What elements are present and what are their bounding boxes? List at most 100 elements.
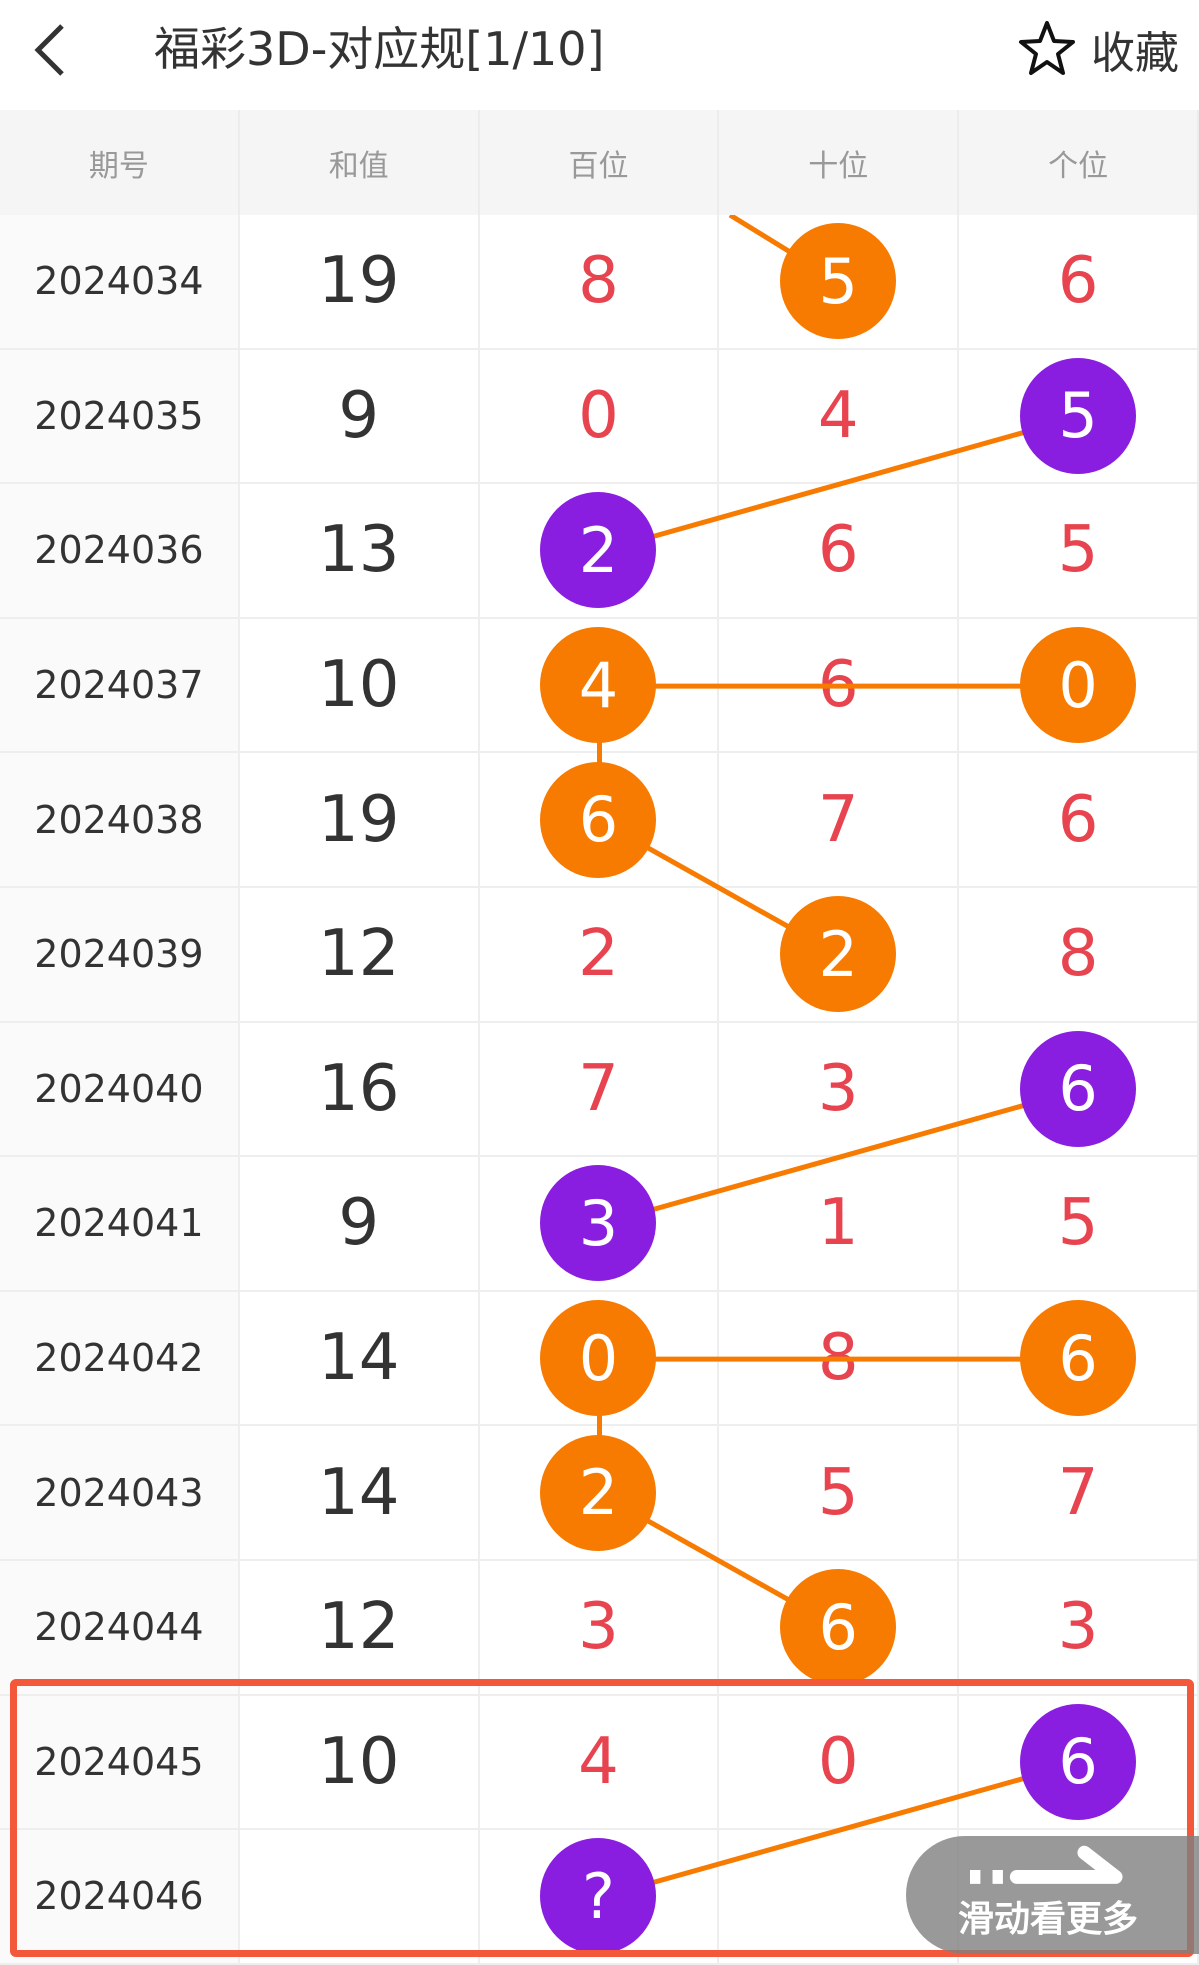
table-row: 2024036 13 2 6 5 [0, 484, 1199, 619]
table-row: 2024044 12 3 6 3 [0, 1560, 1199, 1696]
digit-cell: 5 [959, 1157, 1199, 1290]
digit-cell: 7 [719, 753, 960, 886]
sum-cell: 14 [240, 1426, 480, 1559]
digit-cell: 4 [480, 618, 720, 752]
digit-cell: 3 [480, 1560, 720, 1694]
period-cell: 2024034 [0, 215, 240, 348]
table-row: 2024040 16 7 3 6 [0, 1022, 1199, 1158]
digit-cell: 5 [719, 1426, 960, 1559]
scroll-more-label: 滑动看更多 [958, 1899, 1139, 1940]
table-row: 2024034 19 8 5 6 [0, 215, 1199, 350]
digit-cell: 6 [959, 1291, 1199, 1425]
digit-cell: 2 [480, 484, 720, 617]
period-cell: 2024036 [0, 484, 240, 617]
period-cell: 2024043 [0, 1426, 240, 1559]
sum-cell [240, 1830, 480, 1963]
period-cell: 2024044 [0, 1560, 240, 1694]
digit-cell: 6 [719, 484, 960, 617]
table-header: 期号 和值 百位 十位 个位 [0, 110, 1199, 215]
purple-ball: 3 [540, 1165, 657, 1282]
table-row: 2024041 9 3 1 5 [0, 1157, 1199, 1292]
digit-cell: 6 [719, 618, 960, 752]
purple-ball: ? [540, 1838, 657, 1955]
orange-ball: 6 [1020, 1300, 1137, 1417]
orange-ball: 6 [540, 761, 657, 878]
sum-cell: 12 [240, 887, 480, 1021]
purple-ball: 5 [1020, 357, 1137, 474]
digit-cell: 4 [480, 1695, 720, 1829]
purple-ball: 6 [1020, 1030, 1137, 1147]
period-cell: 2024037 [0, 618, 240, 752]
orange-ball: 4 [540, 627, 657, 744]
digit-cell: 3 [480, 1157, 720, 1290]
table-row: 2024039 12 2 2 8 [0, 887, 1199, 1023]
digit-cell: 3 [959, 1560, 1199, 1694]
trend-table[interactable]: 2024034 19 8 5 6 2024035 9 0 4 5 2024036 13 2 6 5 20240… [0, 215, 1199, 1965]
period-cell: 2024045 [0, 1695, 240, 1829]
table-row: 2024035 9 0 4 5 [0, 349, 1199, 485]
digit-cell: 5 [959, 349, 1199, 483]
sum-cell: 16 [240, 1022, 480, 1156]
table-row: 2024038 19 6 7 6 [0, 753, 1199, 888]
period-cell: 2024040 [0, 1022, 240, 1156]
table-row: 2024043 14 2 5 7 [0, 1426, 1199, 1561]
digit-cell: ? [480, 1830, 720, 1963]
sum-cell: 10 [240, 618, 480, 752]
col-sum: 和值 [240, 110, 480, 215]
table-row: 2024037 10 4 6 0 [0, 618, 1199, 754]
digit-cell: 0 [959, 618, 1199, 752]
period-cell: 2024039 [0, 887, 240, 1021]
period-cell: 2024046 [0, 1830, 240, 1963]
table-row: 2024045 10 4 0 6 [0, 1695, 1199, 1831]
period-cell: 2024041 [0, 1157, 240, 1290]
digit-cell: 6 [719, 1560, 960, 1694]
top-bar: 福彩3D-对应规[1/10] 收藏 [0, 0, 1199, 110]
col-tens: 十位 [719, 110, 960, 215]
digit-cell: 2 [480, 1426, 720, 1559]
digit-cell: 6 [959, 753, 1199, 886]
digit-cell: 0 [480, 1291, 720, 1425]
scroll-more-hint[interactable]: 滑动看更多 [906, 1836, 1199, 1954]
digit-cell: 1 [719, 1157, 960, 1290]
digit-cell: 2 [719, 887, 960, 1021]
col-hundreds: 百位 [480, 110, 720, 215]
digit-cell: 5 [719, 215, 960, 348]
digit-cell: 6 [959, 1022, 1199, 1156]
orange-ball: 6 [780, 1569, 897, 1686]
back-button[interactable] [28, 22, 78, 78]
digit-cell: 5 [959, 484, 1199, 617]
digit-cell: 8 [480, 215, 720, 348]
digit-cell: 0 [719, 1695, 960, 1829]
sum-cell: 12 [240, 1560, 480, 1694]
digit-cell: 6 [959, 215, 1199, 348]
orange-ball: 0 [1020, 627, 1137, 744]
digit-cell: 6 [959, 1695, 1199, 1829]
purple-ball: 2 [540, 492, 657, 609]
sum-cell: 19 [240, 215, 480, 348]
sum-cell: 13 [240, 484, 480, 617]
orange-ball: 0 [540, 1300, 657, 1417]
digit-cell: 8 [719, 1291, 960, 1425]
sum-cell: 19 [240, 753, 480, 886]
star-icon [1019, 21, 1075, 75]
period-cell: 2024035 [0, 349, 240, 483]
orange-ball: 2 [540, 1434, 657, 1551]
digit-cell: 3 [719, 1022, 960, 1156]
orange-ball: 5 [780, 223, 897, 340]
digit-cell: 7 [480, 1022, 720, 1156]
sum-cell: 9 [240, 349, 480, 483]
digit-cell: 4 [719, 349, 960, 483]
col-units: 个位 [959, 110, 1199, 215]
purple-ball: 6 [1020, 1703, 1137, 1820]
swipe-arrow-icon [970, 1845, 1123, 1884]
digit-cell: 7 [959, 1426, 1199, 1559]
favorite-button[interactable]: 收藏 [1017, 14, 1179, 84]
digit-cell: 0 [480, 349, 720, 483]
page-title: 福彩3D-对应规[1/10] [154, 22, 605, 76]
digit-cell: 6 [480, 753, 720, 886]
chevron-left-icon [34, 24, 64, 76]
orange-ball: 2 [780, 896, 897, 1013]
digit-cell: 8 [959, 887, 1199, 1021]
sum-cell: 10 [240, 1695, 480, 1829]
favorite-label: 收藏 [1091, 28, 1179, 79]
